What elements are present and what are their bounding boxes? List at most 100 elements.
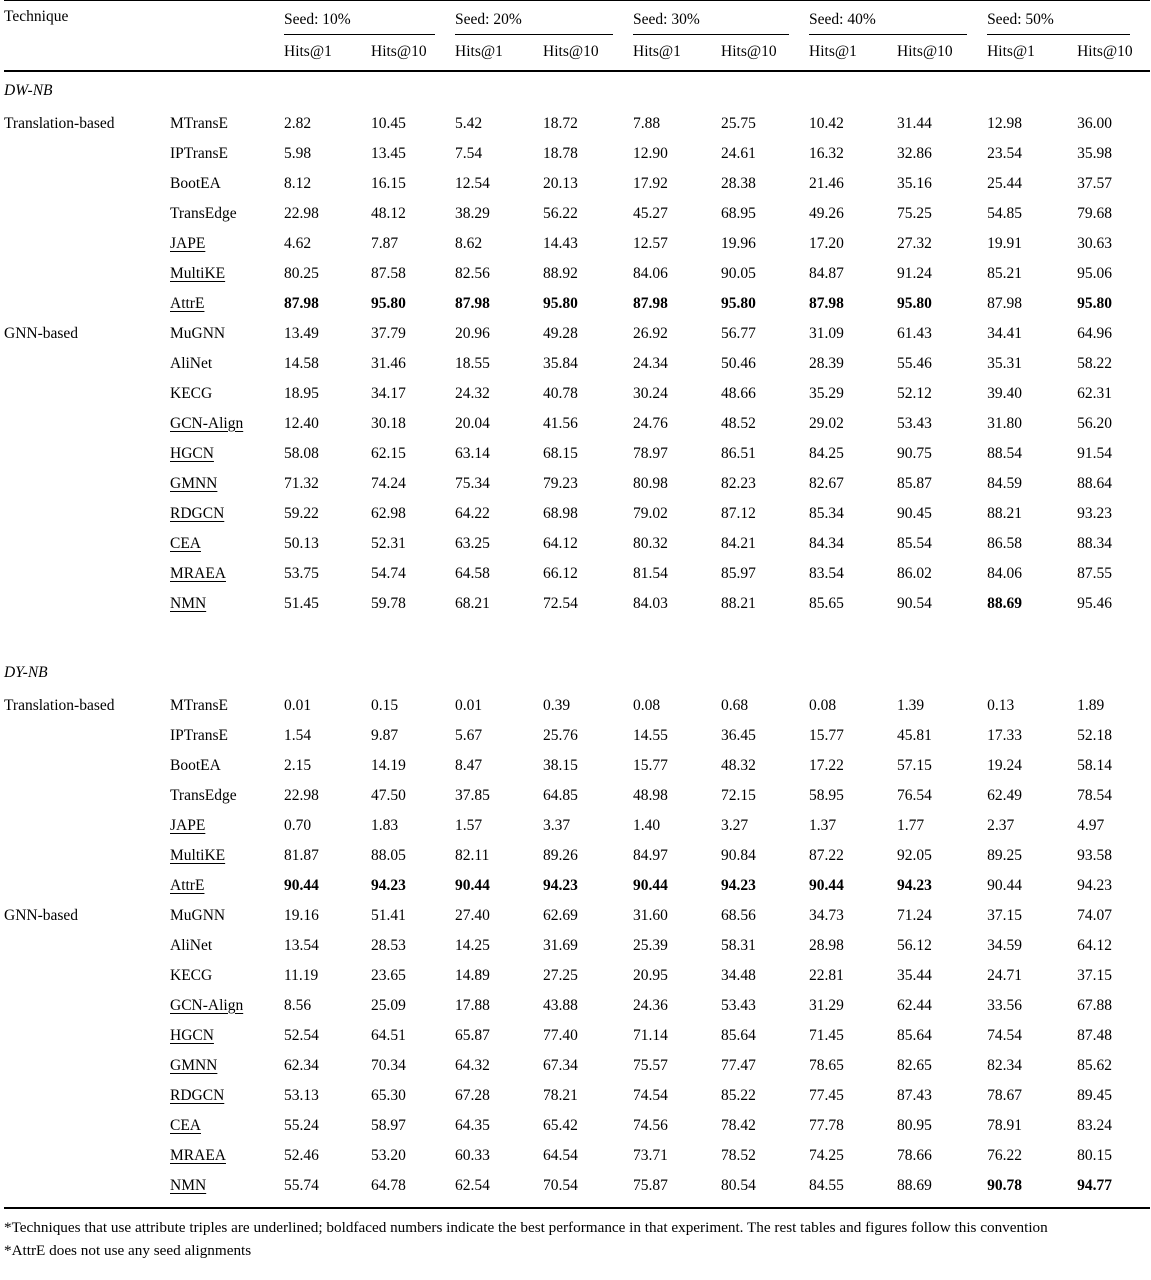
metric-value: 77.47 (721, 1056, 756, 1074)
metric-value: 78.54 (1077, 786, 1112, 804)
metric-value: 65.87 (455, 1026, 490, 1044)
method-name: MRAEA (170, 1141, 284, 1171)
metric-value: 29.02 (809, 414, 844, 432)
metric-value: 8.62 (455, 234, 483, 252)
method-name-text: HGCN (170, 1026, 214, 1044)
method-name: GCN-Align (170, 409, 284, 439)
table-row: HGCN 52.54 64.51 65.87 77.40 71.14 85.64 71.45 8… (4, 1021, 1150, 1051)
group-label (4, 139, 170, 169)
metric-value: 18.95 (284, 384, 319, 402)
metric-value: 8.12 (284, 174, 312, 192)
metric-value: 90.84 (721, 846, 756, 864)
method-name: MTransE (170, 109, 284, 139)
hits-at-1-header: Hits@1 (809, 34, 898, 72)
metric-value: 14.89 (455, 966, 490, 984)
metric-value: 3.27 (721, 816, 749, 834)
metric-value: 25.44 (987, 174, 1022, 192)
metric-value: 25.76 (543, 726, 578, 744)
metric-value: 0.70 (284, 816, 312, 834)
method-name-text: RDGCN (170, 504, 225, 522)
metric-value: 80.54 (721, 1176, 756, 1194)
hits-at-10-header: Hits@10 (1077, 34, 1151, 72)
metric-value: 75.57 (633, 1056, 668, 1074)
table-row: AliNet 13.54 28.53 14.25 31.69 25.39 58.31 28.9… (4, 931, 1150, 961)
metric-value: 68.98 (543, 504, 578, 522)
metric-value: 90.44 (987, 876, 1022, 894)
method-name-text: GMNN (170, 474, 218, 492)
metric-value: 0.01 (284, 696, 312, 714)
metric-value: 91.24 (897, 264, 932, 282)
method-name-text: KECG (170, 966, 213, 984)
method-name: AttrE (170, 289, 284, 319)
metric-value: 56.22 (543, 204, 578, 222)
metric-value: 55.46 (897, 354, 932, 372)
metric-value: 95.80 (897, 294, 932, 312)
metric-value: 12.57 (633, 234, 668, 252)
metric-value: 95.80 (543, 294, 578, 312)
metric-value: 53.43 (721, 996, 756, 1014)
metric-value: 13.45 (371, 144, 406, 162)
metric-value: 7.54 (455, 144, 483, 162)
group-label (4, 1141, 170, 1171)
metric-value: 91.54 (1077, 444, 1112, 462)
table-row: GMNN 71.32 74.24 75.34 79.23 80.98 82.23 82.67 8… (4, 469, 1150, 499)
method-name-text: CEA (170, 1116, 201, 1134)
metric-value: 0.15 (371, 696, 399, 714)
metric-value: 47.50 (371, 786, 406, 804)
metric-value: 68.95 (721, 204, 756, 222)
metric-value: 87.43 (897, 1086, 932, 1104)
metric-value: 55.24 (284, 1116, 319, 1134)
method-name-text: GMNN (170, 1056, 218, 1074)
metric-value: 88.64 (1077, 474, 1112, 492)
metric-value: 75.34 (455, 474, 490, 492)
metric-value: 84.25 (809, 444, 844, 462)
metric-value: 62.31 (1077, 384, 1112, 402)
table-row: IPTransE 1.54 9.87 5.67 25.76 14.55 36.45 15.77… (4, 721, 1150, 751)
metric-value: 94.23 (721, 876, 756, 894)
metric-value: 35.98 (1077, 144, 1112, 162)
metric-value: 63.25 (455, 534, 490, 552)
group-label (4, 1171, 170, 1201)
group-label (4, 931, 170, 961)
group-label (4, 1021, 170, 1051)
method-name: GMNN (170, 1051, 284, 1081)
metric-value: 84.55 (809, 1176, 844, 1194)
metric-value: 77.78 (809, 1116, 844, 1134)
table-row: RDGCN 59.22 62.98 64.22 68.98 79.02 87.12 85.34… (4, 499, 1150, 529)
metric-value: 8.47 (455, 756, 483, 774)
hits-at-10-header: Hits@10 (897, 34, 988, 72)
metric-value: 24.61 (721, 144, 756, 162)
method-name-text: MultiKE (170, 846, 226, 864)
metric-value: 60.33 (455, 1146, 490, 1164)
metric-value: 79.68 (1077, 204, 1112, 222)
metric-value: 56.12 (897, 936, 932, 954)
section-row: DW-NB (4, 71, 1150, 109)
method-name: TransEdge (170, 781, 284, 811)
metric-value: 14.55 (633, 726, 668, 744)
metric-value: 52.54 (284, 1026, 319, 1044)
metric-value: 30.18 (371, 414, 406, 432)
hits-at-1-header: Hits@1 (284, 34, 371, 72)
metric-value: 37.15 (987, 906, 1022, 924)
metric-value: 64.85 (543, 786, 578, 804)
metric-value: 89.25 (987, 846, 1022, 864)
metric-value: 88.69 (897, 1176, 932, 1194)
metric-value: 27.40 (455, 906, 490, 924)
metric-value: 54.85 (987, 204, 1022, 222)
table-row: GNN-based MuGNN 13.49 37.79 20.96 49.28 26.92 5… (4, 319, 1150, 349)
method-name-text: HGCN (170, 444, 214, 462)
metric-value: 64.58 (455, 564, 490, 582)
metric-value: 74.56 (633, 1116, 668, 1134)
group-label (4, 199, 170, 229)
metric-value: 52.18 (1077, 726, 1112, 744)
group-label (4, 991, 170, 1021)
metric-value: 85.62 (1077, 1056, 1112, 1074)
metric-value: 48.66 (721, 384, 756, 402)
metric-value: 71.14 (633, 1026, 668, 1044)
metric-value: 30.63 (1077, 234, 1112, 252)
metric-value: 24.34 (633, 354, 668, 372)
metric-value: 64.51 (371, 1026, 406, 1044)
metric-value: 14.58 (284, 354, 319, 372)
metric-value: 17.20 (809, 234, 844, 252)
metric-value: 0.08 (633, 696, 661, 714)
